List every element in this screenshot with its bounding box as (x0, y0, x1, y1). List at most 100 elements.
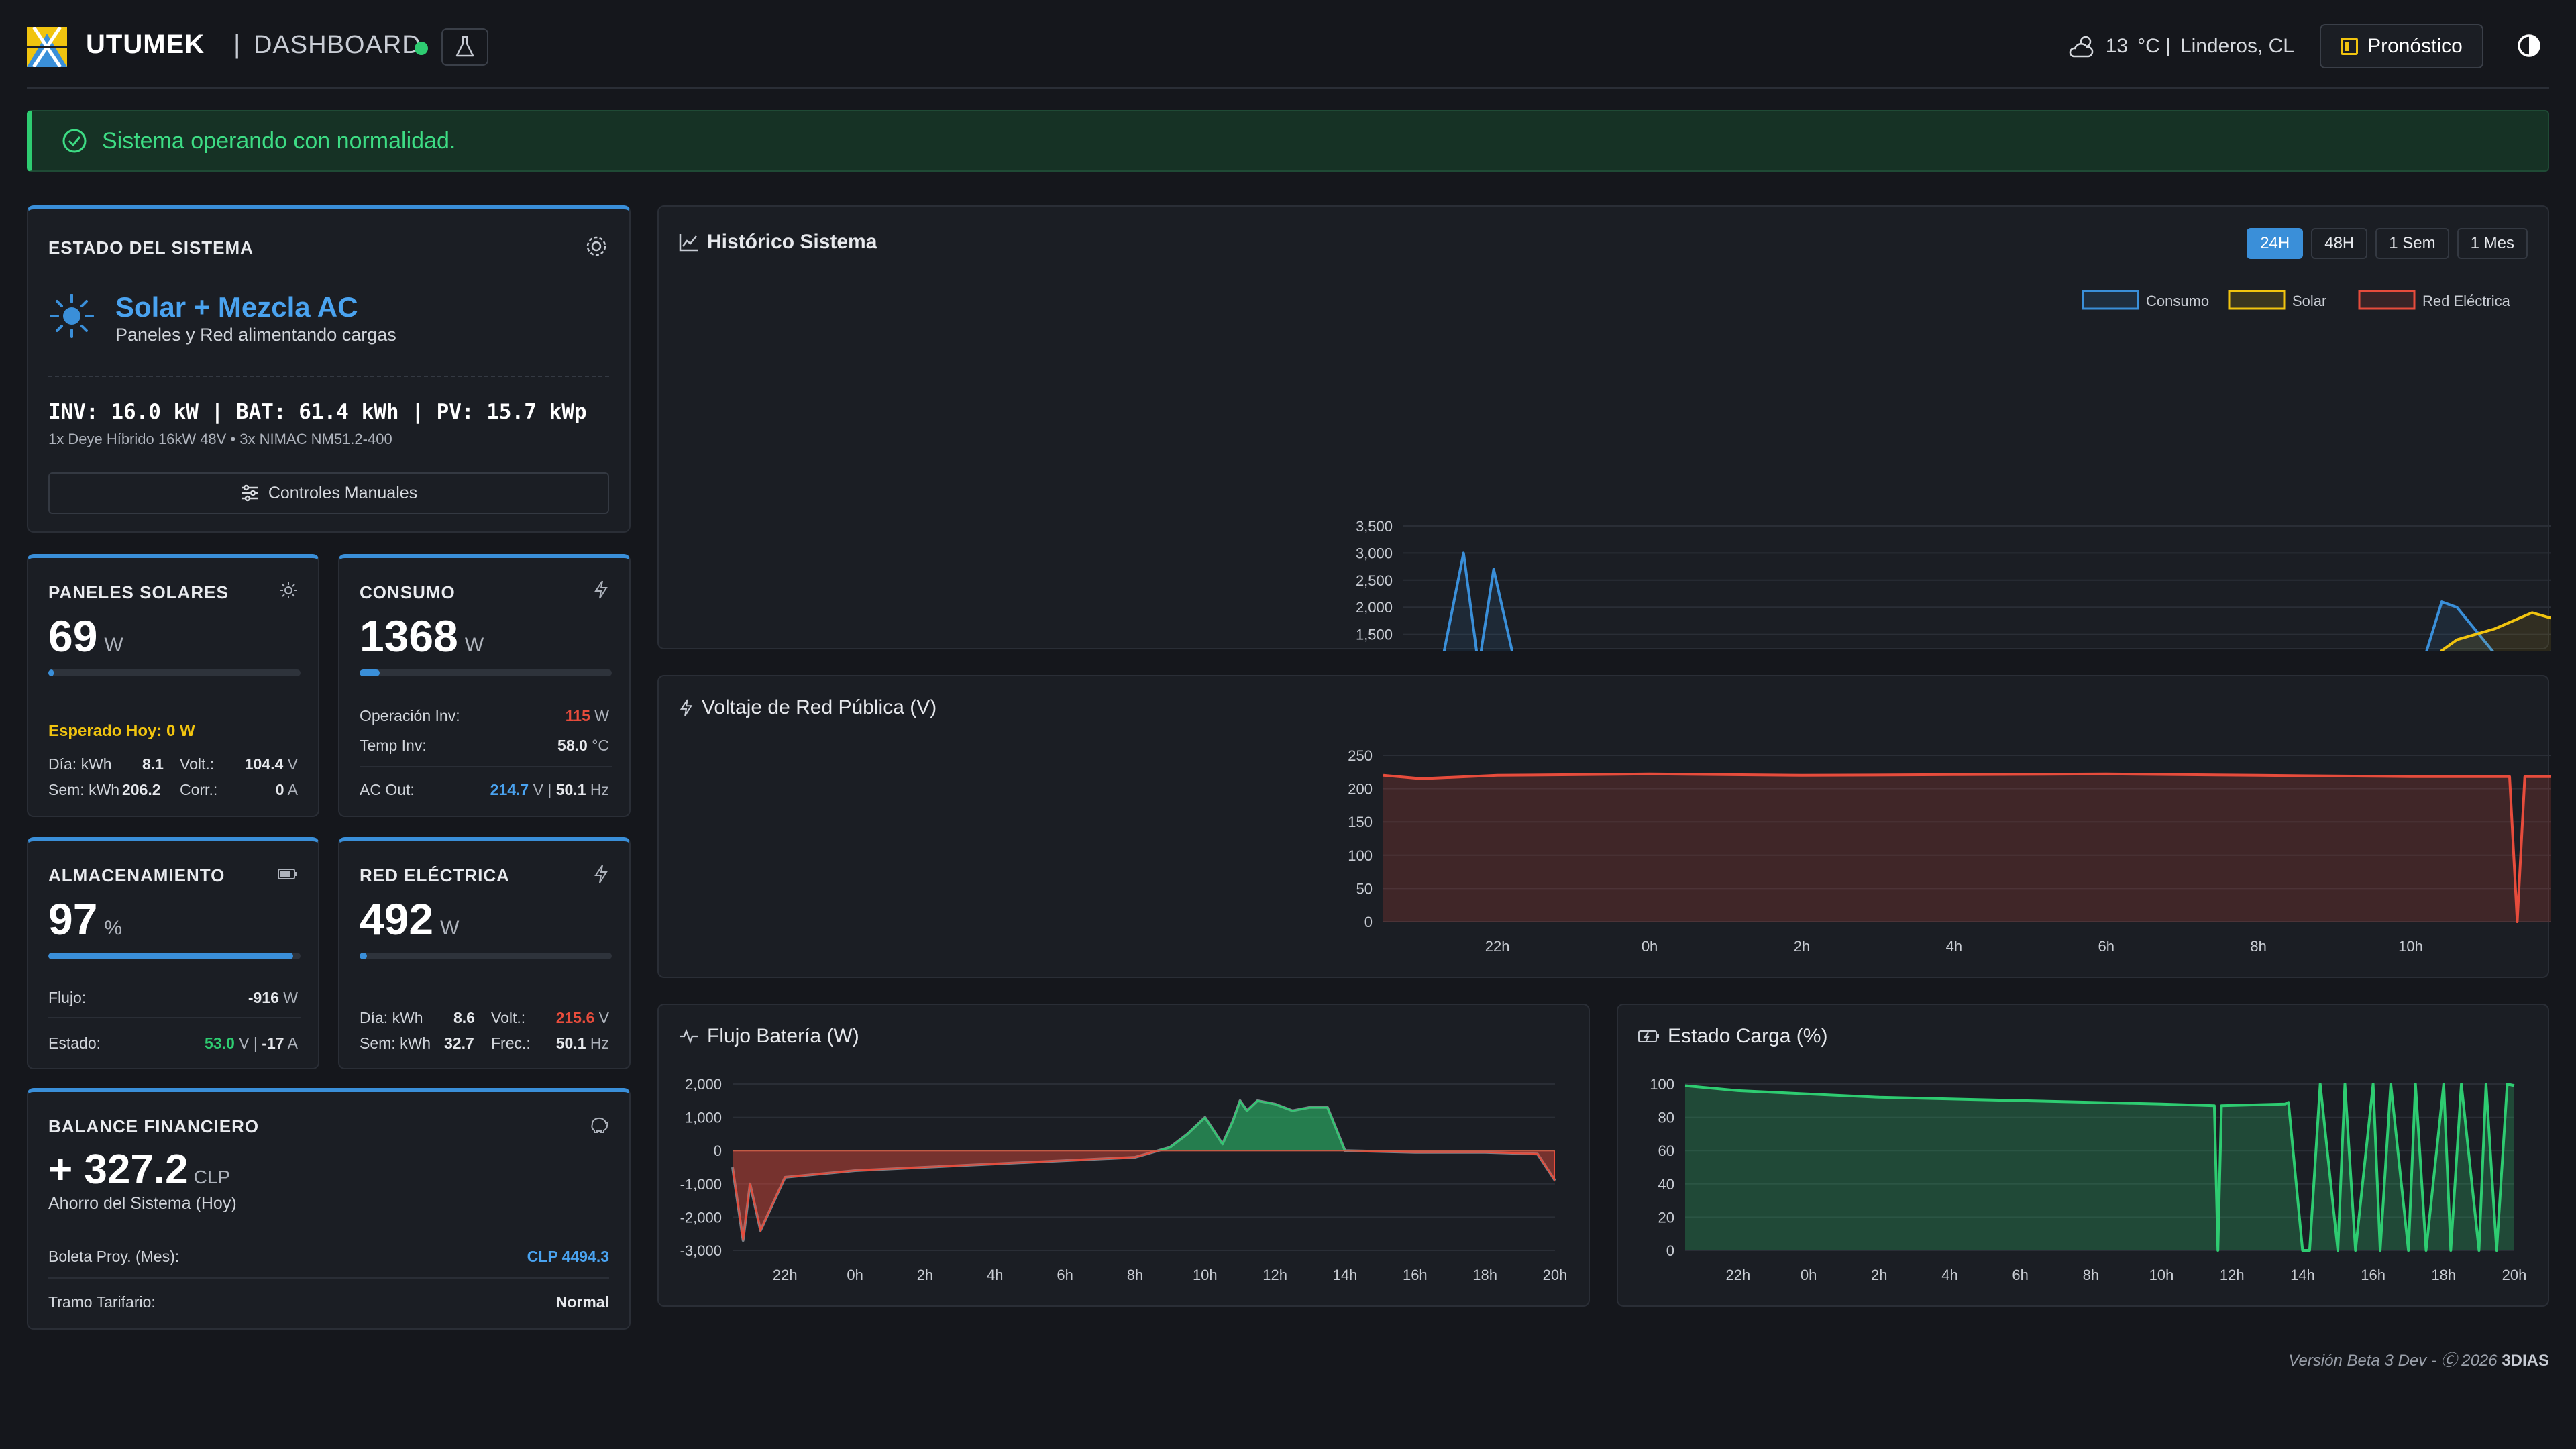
x-tick-label: 10h (2398, 938, 2423, 955)
consumption-divider (360, 766, 612, 767)
finance-subtitle: Ahorro del Sistema (Hoy) (48, 1194, 237, 1213)
range-button-24h[interactable]: 24H (2247, 228, 2304, 259)
x-tick-label: 16h (1403, 1267, 1428, 1283)
x-tick-label: 18h (1472, 1267, 1497, 1283)
flask-icon (455, 36, 474, 57)
soc-title-row: Estado Carga (%) (1638, 1025, 1827, 1048)
brand-logo (27, 25, 67, 68)
x-tick-label: 2h (1794, 938, 1810, 955)
section-title: DASHBOARD (254, 31, 421, 59)
solar-value: 69 (48, 611, 98, 661)
battery-charging-icon (1638, 1030, 1659, 1042)
system-equipment: 1x Deye Híbrido 16kW 48V • 3x NIMAC NM51… (48, 431, 392, 447)
forecast-label: Pronóstico (2367, 35, 2463, 57)
x-tick-label: 14h (1333, 1267, 1358, 1283)
grid-dia-value: 8.6 (453, 1009, 475, 1026)
system-mode: Solar + Mezcla AC (115, 291, 358, 323)
x-tick-label: 6h (1057, 1267, 1073, 1283)
inv-temp: 58.0 °C (557, 737, 609, 754)
voltage-chart-card: Voltaje de Red Pública (V) 250 200 150 100 5… (657, 675, 2551, 978)
voltage-chart: 25020015010050022h0h2h4h6h8h10h12h14h16h… (1348, 747, 2551, 955)
battery-discharge-area (733, 1150, 1555, 1241)
legend-swatch (2228, 290, 2286, 310)
grid-unit: W (440, 917, 460, 939)
legend-label: Solar (2292, 292, 2326, 309)
x-tick-label: 2h (917, 1267, 933, 1283)
activity-icon (680, 1028, 698, 1044)
sun-small-icon (279, 581, 298, 603)
storage-state: 53.0 V | -17 A (205, 1034, 298, 1052)
series-area-0 (1685, 1084, 2514, 1250)
x-tick-label: 12h (2220, 1267, 2245, 1283)
consumption-unit: W (464, 634, 484, 656)
bolt-icon (593, 580, 609, 603)
forecast-icon (2341, 38, 2359, 55)
x-tick-label: 4h (1946, 938, 1962, 955)
settings-icon[interactable] (584, 233, 609, 262)
status-message: Sistema operando con normalidad. (102, 127, 456, 154)
y-tick-label: 20 (1658, 1209, 1674, 1226)
x-tick-label: 4h (987, 1267, 1003, 1283)
x-tick-label: 14h (2290, 1267, 2315, 1283)
storage-value-row: 97 % (48, 894, 122, 945)
x-tick-label: 20h (1543, 1267, 1568, 1283)
grid-sem-label: Sem: kWh (360, 1034, 431, 1052)
footer-brand: 3DIAS (2502, 1352, 2549, 1370)
top-header: UTUMEK | DASHBOARD 13 °C | Linderos, CL … (27, 0, 2549, 89)
tier-value: Normal (555, 1293, 609, 1311)
theme-toggle-button[interactable] (2516, 32, 2542, 59)
battery-title-row: Flujo Batería (W) (679, 1025, 859, 1048)
x-tick-label: 20h (2502, 1267, 2527, 1283)
lab-button[interactable] (441, 28, 488, 66)
y-tick-label: 60 (1658, 1142, 1674, 1159)
finance-title: BALANCE FINANCIERO (48, 1116, 260, 1136)
range-button-1-sem[interactable]: 1 Sem (2375, 228, 2449, 259)
legend-label: Red Eléctrica (2422, 292, 2511, 309)
battery-flow-chart: 2,000 1,000 0 -1,000 -2,000 -3,000 22h 0h 2h 4h 6h… (680, 1076, 1568, 1283)
y-tick-label: 200 (1348, 781, 1373, 798)
forecast-button[interactable]: Pronóstico (2320, 24, 2483, 68)
weather-unit: °C | (2137, 35, 2171, 57)
x-tick-label: 22h (1485, 938, 1510, 955)
y-tick-label: -1,000 (680, 1176, 722, 1193)
y-tick-label: 3,000 (1356, 545, 1393, 561)
y-tick-label: 100 (1650, 1076, 1674, 1093)
consumption-progress (360, 669, 612, 676)
solar-sem-value: 206.2 (122, 781, 161, 798)
inv-op-label: Operación Inv: (360, 707, 460, 724)
storage-divider (48, 1017, 301, 1018)
system-specs: INV: 16.0 kW | BAT: 61.4 kWh | PV: 15.7 … (48, 400, 587, 424)
y-tick-label: 0 (1666, 1242, 1674, 1259)
weather-widget: 13 °C | Linderos, CL (2068, 34, 2294, 59)
x-tick-label: 0h (847, 1267, 863, 1283)
y-tick-label: 0 (1364, 914, 1373, 930)
range-selector: 24H 48H 1 Sem 1 Mes (2247, 228, 2528, 259)
soc-chart-card: Estado Carga (%) 100 80 60 40 20 0 22h 0h 2h 4h 6h… (1617, 1004, 2549, 1307)
manual-controls-button[interactable]: Controles Manuales (48, 472, 609, 514)
manual-controls-label: Controles Manuales (268, 483, 418, 502)
y-tick-label: -2,000 (680, 1209, 722, 1226)
weather-location: Linderos, CL (2180, 35, 2294, 57)
series-line-0 (1684, 1083, 2515, 1252)
brand-name: UTUMEK (86, 30, 205, 59)
solar-value-row: 69 W (48, 610, 123, 661)
x-tick-label: 18h (2431, 1267, 2456, 1283)
x-tick-label: 6h (2012, 1267, 2028, 1283)
y-tick-label: 2,000 (1356, 599, 1393, 616)
finance-card: BALANCE FINANCIERO + 327.2 CLP Ahorro de… (27, 1088, 631, 1330)
grid-progress (360, 953, 612, 959)
inv-temp-label: Temp Inv: (360, 737, 427, 754)
finance-divider (48, 1277, 609, 1279)
battery-icon (278, 868, 298, 883)
range-button-48h[interactable]: 48H (2311, 228, 2368, 259)
battery-flow-card: Flujo Batería (W) 2,000 1,000 0 -1,000 -2,00… (657, 1004, 1590, 1307)
system-state-title: ESTADO DEL SISTEMA (48, 237, 254, 258)
solar-title: PANELES SOLARES (48, 582, 229, 602)
x-tick-label: 0h (1801, 1267, 1817, 1283)
ac-out-label: AC Out: (360, 781, 415, 798)
soc-title: Estado Carga (%) (1668, 1025, 1828, 1047)
grid-card: RED ELÉCTRICA 492 W Día: kWh 8.6 Volt.: … (338, 837, 631, 1069)
y-tick-label: 2,500 (1356, 572, 1393, 589)
range-button-1-mes[interactable]: 1 Mes (2457, 228, 2528, 259)
bolt-icon (680, 699, 693, 716)
